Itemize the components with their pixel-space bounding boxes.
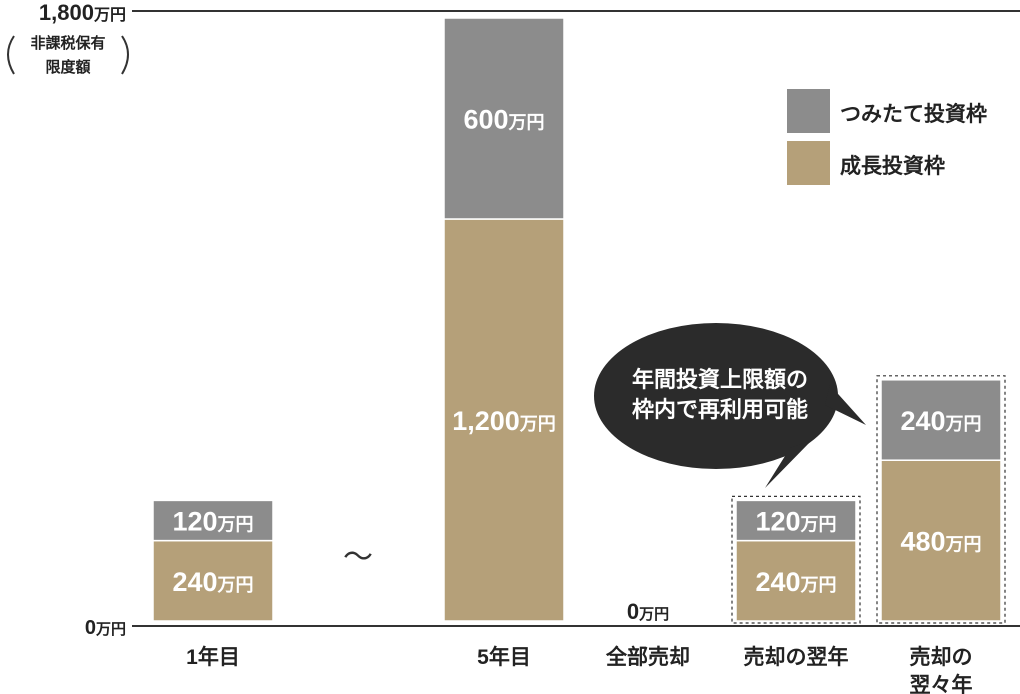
callout-line-1: 年間投資上限額の [632, 367, 808, 392]
bar-segment-seicho-1 [443, 218, 565, 622]
bar-segment-tsumitate-4 [880, 379, 1002, 461]
bar-value-label-0-1: 1,200万円 [452, 406, 556, 436]
category-label-2-0: 全部売却 [605, 645, 690, 669]
callout-tail-right [825, 385, 866, 425]
note-open-paren [7, 35, 15, 75]
category-label-4-1: 翌々年 [910, 673, 973, 694]
zero-value-label: 0万円 [627, 599, 669, 624]
callout-tail-left [765, 440, 812, 488]
bar-segment-seicho-0 [152, 539, 274, 622]
bar-value-label-1-3: 120万円 [755, 507, 836, 537]
bar-value-label-1-1: 600万円 [463, 105, 544, 135]
dashed-highlight-4 [876, 375, 1006, 624]
gap-marker: ～ [343, 541, 373, 574]
category-label-4-0: 売却の [910, 646, 973, 669]
y-max-note-line-2: 限度額 [45, 58, 90, 76]
y-max-note-line-1: 非課税保有 [30, 34, 105, 52]
bar-value-label-1-4: 240万円 [900, 406, 981, 436]
bar-value-label-1-0: 120万円 [172, 507, 253, 537]
bar-value-label-0-3: 240万円 [755, 567, 836, 597]
callout-ellipse [594, 323, 838, 469]
bar-segment-seicho-3 [735, 539, 857, 622]
bar-value-label-0-4: 480万円 [900, 527, 981, 557]
y-tick-max-label: 1,800万円 [39, 0, 126, 25]
bar-segment-seicho-4 [880, 459, 1002, 622]
category-label-1-0: 5年目 [477, 645, 531, 669]
callout-bubble: 年間投資上限額の 枠内で再利用可能 [594, 323, 866, 488]
category-label-3-0: 売却の翌年 [744, 645, 849, 669]
category-label-0-0: 1年目 [186, 645, 240, 669]
bar-segment-tsumitate-0 [152, 499, 274, 542]
legend-label-tsumitate: つみたて投資枠 [840, 102, 987, 126]
legend-label-seicho: 成長投資枠 [840, 154, 945, 178]
bar-segment-tsumitate-3 [735, 499, 857, 542]
bars-group: 240万円 120万円 1,200万円 600万円 240万円 120万円 480万円 240… [152, 17, 1002, 622]
legend: つみたて投資枠 成長投資枠 [787, 89, 987, 185]
bar-value-label-0-0: 240万円 [172, 567, 253, 597]
y-tick-zero-label: 0万円 [85, 617, 126, 639]
legend-swatch-seicho [787, 141, 830, 185]
callout-line-2: 枠内で再利用可能 [632, 397, 808, 422]
dashed-highlight-3 [731, 495, 861, 624]
bar-segment-tsumitate-1 [443, 17, 565, 220]
legend-swatch-tsumitate [787, 89, 830, 133]
note-close-paren [121, 35, 129, 75]
dashed-highlights [731, 375, 1006, 624]
